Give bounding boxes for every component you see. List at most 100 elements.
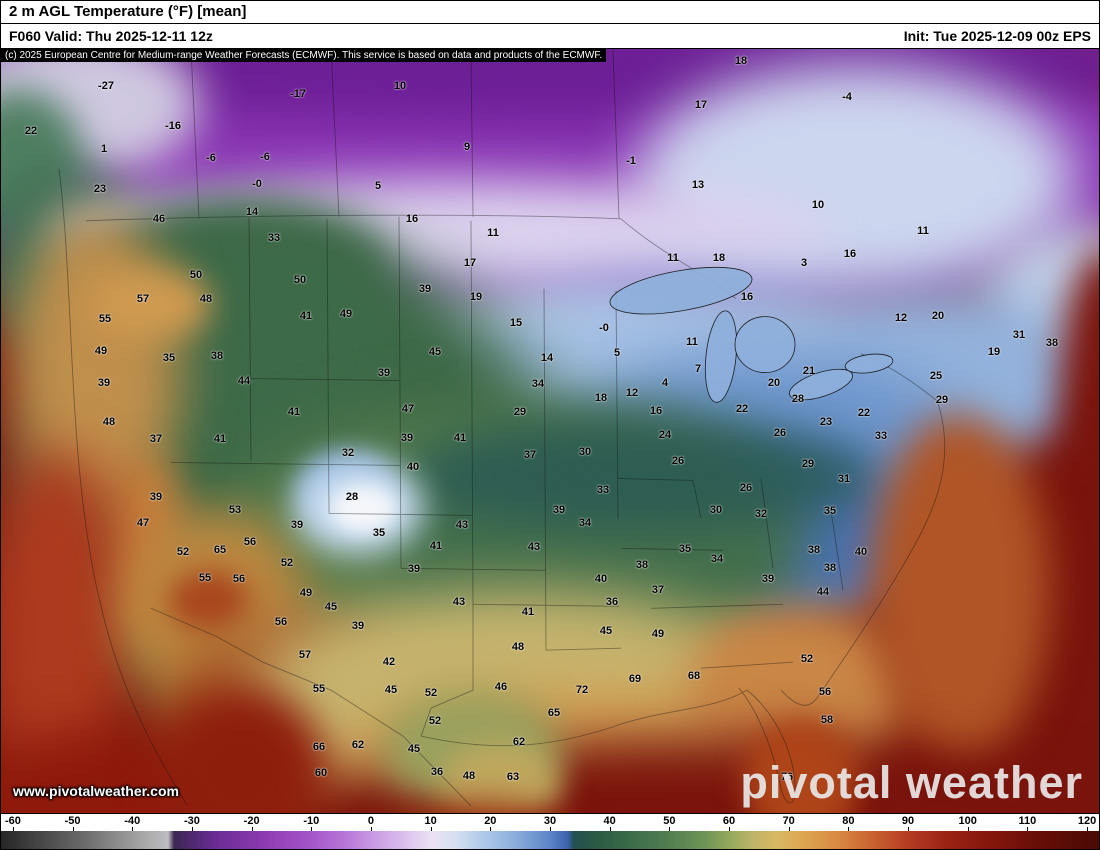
- temp-value-label: 37: [651, 584, 665, 596]
- temp-value-label: 18: [712, 252, 726, 264]
- pivotalweather-logo: pivotal weather: [740, 757, 1083, 808]
- temp-value-label: 19: [469, 291, 483, 303]
- temp-value-label: 45: [428, 346, 442, 358]
- colorbar-gradient-strip: [1, 831, 1099, 849]
- temp-value-label: 30: [578, 446, 592, 458]
- temp-value-label: 11: [917, 225, 929, 237]
- temp-value-label: 65: [213, 544, 227, 556]
- temp-value-label: 19: [987, 346, 1001, 358]
- temp-value-label: 40: [594, 573, 608, 585]
- temp-value-label: 16: [405, 213, 419, 225]
- map-header: 2 m AGL Temperature (°F) [mean] F060 Val…: [1, 1, 1099, 48]
- colorbar-tick-label: -60: [4, 815, 21, 827]
- temp-value-label: 38: [210, 350, 224, 362]
- temp-value-label: 5: [613, 347, 621, 359]
- temp-value-label: 10: [811, 199, 825, 211]
- temp-value-label: 50: [293, 274, 307, 286]
- temp-value-label: 68: [687, 670, 701, 682]
- temp-value-label: 49: [299, 587, 313, 599]
- temp-value-label: 49: [94, 345, 108, 357]
- temp-value-label: 23: [93, 183, 107, 195]
- temp-value-label: 41: [213, 433, 227, 445]
- temp-value-label: 76: [780, 771, 794, 783]
- temp-value-label: 48: [199, 293, 213, 305]
- temp-value-label: 20: [931, 310, 945, 322]
- colorbar-tick-label: 40: [603, 815, 616, 827]
- temperature-field-blob: [169, 571, 249, 631]
- temp-value-label: 1: [100, 143, 108, 155]
- temp-value-label: 29: [801, 458, 815, 470]
- temp-value-label: 62: [512, 736, 526, 748]
- temp-value-label: 52: [280, 557, 294, 569]
- temp-value-label: 39: [351, 620, 365, 632]
- colorbar-tick-label: 10: [424, 815, 437, 827]
- temp-value-label: 29: [935, 394, 949, 406]
- colorbar-tick-mark: [490, 827, 492, 831]
- temp-value-label: 14: [245, 206, 259, 218]
- temp-value-label: 52: [428, 715, 442, 727]
- colorbar: -60 -50 -40 -30 -20 -10 0 10 20 30 40 50 60 70 80 90 100…: [1, 813, 1099, 849]
- temp-value-label: 45: [407, 743, 421, 755]
- temp-value-label: 41: [521, 606, 535, 618]
- temp-value-label: 5: [374, 180, 382, 192]
- colorbar-tick-mark: [251, 827, 253, 831]
- temp-value-label: 12: [894, 312, 908, 324]
- temp-value-label: 39: [418, 283, 432, 295]
- colorbar-tick-label: 120: [1077, 815, 1097, 827]
- colorbar-tick-mark: [967, 827, 969, 831]
- temp-value-label: 22: [24, 125, 38, 137]
- colorbar-tick-label: -10: [303, 815, 320, 827]
- temp-value-label: 66: [312, 741, 326, 753]
- colorbar-tick-label: 90: [901, 815, 915, 827]
- temp-value-label: 49: [339, 308, 353, 320]
- colorbar-tick-labels: -60 -50 -40 -30 -20 -10 0 10 20 30 40 50 60 70 80 90 100…: [1, 814, 1099, 831]
- colorbar-tick-mark: [669, 827, 671, 831]
- temp-value-label: 21: [802, 365, 816, 377]
- temp-value-label: 26: [739, 482, 753, 494]
- temp-value-label: 30: [709, 504, 723, 516]
- temp-value-label: 41: [299, 310, 313, 322]
- temp-value-label: 39: [290, 519, 304, 531]
- temp-value-label: 50: [189, 269, 203, 281]
- temp-value-label: 40: [854, 546, 868, 558]
- temperature-field: [1, 49, 1099, 813]
- temp-value-label: 72: [575, 684, 589, 696]
- temp-value-label: 39: [552, 504, 566, 516]
- temp-value-label: 34: [710, 553, 724, 565]
- temp-value-label: -27: [98, 80, 114, 92]
- temp-value-label: -16: [165, 120, 181, 132]
- colorbar-tick-mark: [72, 827, 74, 831]
- temp-value-label: 57: [136, 293, 150, 305]
- temp-value-label: 49: [651, 628, 665, 640]
- temp-value-label: 55: [98, 313, 112, 325]
- temp-value-label: -6: [206, 152, 216, 164]
- temp-value-label: 3: [800, 257, 808, 269]
- temp-value-label: 45: [384, 684, 398, 696]
- temp-value-label: 41: [453, 432, 467, 444]
- colorbar-tick-label: 100: [958, 815, 977, 827]
- temp-value-label: 56: [243, 536, 257, 548]
- temp-value-label: 32: [754, 508, 768, 520]
- temp-value-label: 52: [424, 687, 438, 699]
- temp-value-label: 44: [237, 375, 251, 387]
- temp-value-label: 4: [661, 377, 669, 389]
- colorbar-tick-mark: [908, 827, 910, 831]
- forecast-map: (c) 2025 European Centre for Medium-rang…: [1, 48, 1099, 813]
- colorbar-tick-label: 0: [367, 815, 375, 827]
- temp-value-label: 16: [740, 291, 754, 303]
- temp-value-label: 41: [287, 406, 301, 418]
- temp-value-label: 17: [694, 99, 708, 111]
- temperature-field-blob: [381, 804, 581, 813]
- temp-value-label: 33: [874, 430, 888, 442]
- temp-value-label: 45: [599, 625, 613, 637]
- temp-value-label: 63: [506, 771, 520, 783]
- temp-value-label: -0: [252, 178, 262, 190]
- temp-value-label: 38: [823, 562, 837, 574]
- init-time-label: Init: Tue 2025-12-09 00z EPS: [903, 28, 1091, 44]
- temp-value-label: 36: [605, 596, 619, 608]
- temp-value-label: 53: [228, 504, 242, 516]
- temp-value-label: 69: [628, 673, 642, 685]
- temp-value-label: 55: [198, 572, 212, 584]
- temp-value-label: 9: [463, 141, 471, 153]
